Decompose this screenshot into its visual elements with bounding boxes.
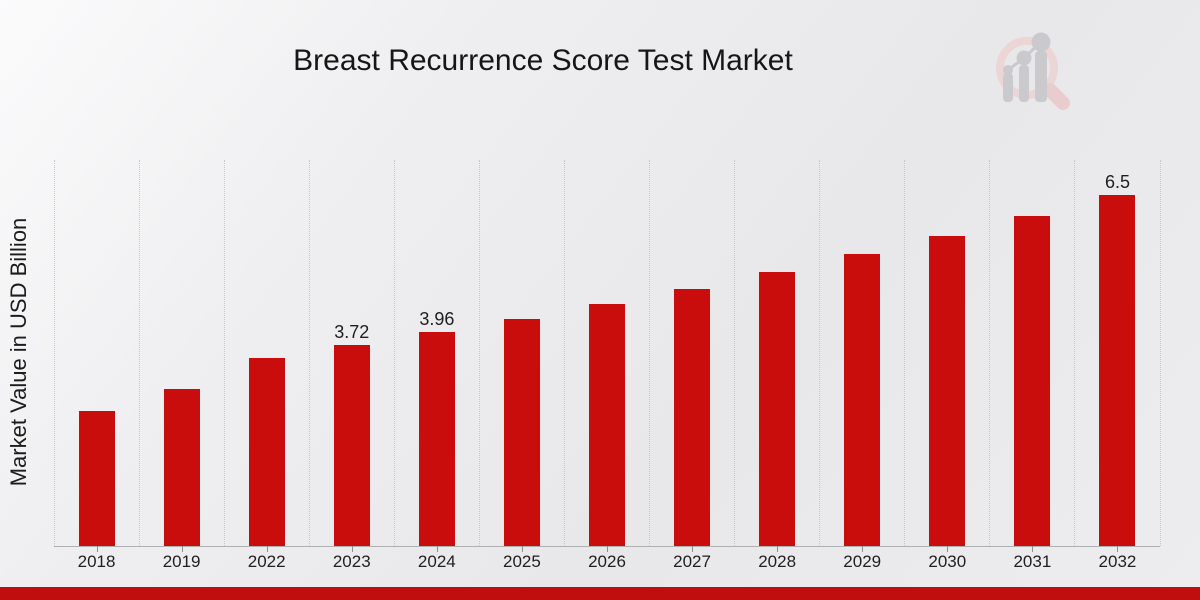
gridline bbox=[734, 160, 736, 546]
axis-tick bbox=[862, 546, 864, 552]
x-tick-label-2029: 2029 bbox=[843, 552, 882, 571]
axis-tick bbox=[521, 546, 523, 552]
axis-tick bbox=[96, 546, 98, 552]
gridline bbox=[819, 160, 821, 546]
bar-2018 bbox=[78, 411, 115, 546]
gridline bbox=[563, 160, 565, 546]
gridline bbox=[649, 160, 651, 546]
axis-tick bbox=[181, 546, 183, 552]
data-label-2023: 3.72 bbox=[334, 322, 370, 343]
bar-2030 bbox=[929, 236, 966, 546]
axis-tick bbox=[1032, 546, 1034, 552]
gridline bbox=[1159, 160, 1161, 546]
bar-2022 bbox=[248, 357, 285, 546]
axis-tick bbox=[266, 546, 268, 552]
x-tick-label-2031: 2031 bbox=[1013, 552, 1052, 571]
growth-magnifier-logo-icon bbox=[996, 32, 1070, 110]
bar-2032 bbox=[1099, 195, 1136, 546]
x-tick-label-2018: 2018 bbox=[77, 552, 116, 571]
x-tick-label-2032: 2032 bbox=[1098, 552, 1137, 571]
gridline bbox=[308, 160, 310, 546]
bar-2025 bbox=[503, 318, 540, 546]
bar-2028 bbox=[759, 272, 796, 546]
bar-2019 bbox=[163, 388, 200, 546]
bar-2023 bbox=[333, 345, 370, 546]
x-axis-labels: 2018 2019 2022 2023 2024 2025 2026 2027 2028 2029… bbox=[54, 552, 1160, 574]
axis-tick bbox=[351, 546, 353, 552]
chart-title: Breast Recurrence Score Test Market bbox=[293, 44, 793, 77]
data-label-2032: 6.5 bbox=[1104, 172, 1130, 193]
axis-tick bbox=[777, 546, 779, 552]
plot-area: 3.72 3.96 6.5 bbox=[53, 160, 1161, 552]
x-tick-label-2023: 2023 bbox=[332, 552, 371, 571]
x-tick-label-2030: 2030 bbox=[928, 552, 967, 571]
x-tick-label-2026: 2026 bbox=[588, 552, 626, 571]
data-label-2024: 3.96 bbox=[419, 309, 455, 330]
bar-2029 bbox=[844, 254, 881, 546]
axis-tick bbox=[436, 546, 438, 552]
axis-tick bbox=[947, 546, 949, 552]
bar-2027 bbox=[674, 288, 711, 546]
x-tick-label-2022: 2022 bbox=[247, 552, 286, 571]
y-axis-label: Market Value in USD Billion bbox=[6, 217, 31, 487]
x-tick-label-2025: 2025 bbox=[503, 552, 541, 571]
gridline bbox=[1074, 160, 1076, 546]
axis-tick bbox=[607, 546, 608, 552]
x-tick-label-2027: 2027 bbox=[673, 552, 711, 571]
gridline bbox=[989, 160, 991, 546]
gridline bbox=[393, 160, 395, 546]
axis-tick bbox=[1117, 546, 1119, 552]
x-tick-label-2024: 2024 bbox=[417, 552, 456, 571]
gridline bbox=[223, 160, 225, 546]
bar-2031 bbox=[1014, 216, 1051, 546]
gridline bbox=[138, 160, 140, 546]
bar-2024 bbox=[418, 332, 455, 546]
gridline bbox=[904, 160, 906, 546]
gridline bbox=[53, 160, 55, 546]
x-tick-label-2019: 2019 bbox=[162, 552, 201, 571]
bar-2026 bbox=[589, 304, 625, 546]
x-tick-label-2028: 2028 bbox=[758, 552, 797, 571]
axis-tick bbox=[692, 546, 694, 552]
bottom-ribbon bbox=[0, 587, 1200, 600]
gridline bbox=[478, 160, 480, 546]
